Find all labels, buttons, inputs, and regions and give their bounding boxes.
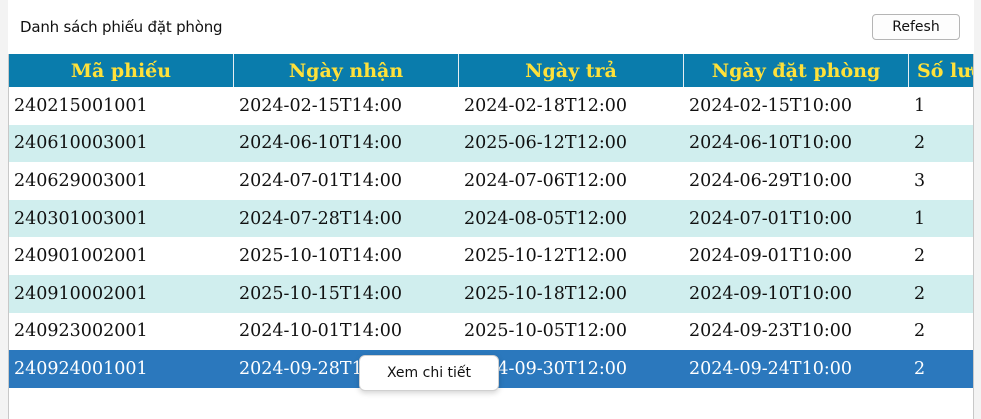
refresh-button[interactable]: Refesh: [872, 14, 960, 40]
booking-list-window: Danh sách phiếu đặt phòng Refesh Mã phiế…: [8, 0, 974, 419]
cell-ngay-dat-phong: 2024-06-29T10:00: [689, 170, 853, 191]
cell-ngay-dat-phong: 2024-09-23T10:00: [689, 321, 853, 342]
cell-ngay-tra: 2025-10-12T12:00: [464, 246, 628, 267]
cell-ngay-nhan: 2025-10-10T14:00: [239, 246, 403, 267]
cell-ngay-dat-phong: 2024-09-01T10:00: [689, 246, 853, 267]
cell-ngay-tra: 2024-08-05T12:00: [464, 208, 628, 229]
context-menu-view-details[interactable]: Xem chi tiết: [359, 355, 499, 391]
table-row[interactable]: 240215001001 2024-02-15T14:00 2024-02-18…: [9, 87, 973, 125]
cell-ngay-nhan: 2024-02-15T14:00: [239, 95, 403, 116]
cell-ma-phieu: 240910002001: [14, 283, 148, 304]
cell-ngay-tra: 2024-02-18T12:00: [464, 95, 628, 116]
column-header-ma-phieu[interactable]: Mã phiếu: [9, 54, 234, 87]
cell-so-luong: 2: [914, 321, 926, 342]
cell-ngay-dat-phong: 2024-07-01T10:00: [689, 208, 853, 229]
cell-ngay-tra: 2025-06-12T12:00: [464, 133, 628, 154]
cell-ngay-tra: 2025-10-05T12:00: [464, 321, 628, 342]
column-header-ngay-tra[interactable]: Ngày trả: [459, 54, 684, 87]
table-row[interactable]: 240910002001 2025-10-15T14:00 2025-10-18…: [9, 274, 973, 313]
cell-ngay-nhan: 2024-06-10T14:00: [239, 133, 403, 154]
cell-ma-phieu: 240901002001: [14, 246, 148, 267]
cell-so-luong: 2: [914, 133, 926, 154]
cell-ma-phieu: 240301003001: [14, 208, 148, 229]
cell-ngay-tra: 2024-07-06T12:00: [464, 170, 628, 191]
cell-ngay-dat-phong: 2024-09-10T10:00: [689, 283, 853, 304]
cell-ma-phieu: 240629003001: [14, 170, 148, 191]
column-header-ngay-dat-phong[interactable]: Ngày đặt phòng: [684, 54, 909, 87]
page-title: Danh sách phiếu đặt phòng: [20, 18, 223, 36]
cell-ngay-nhan: 2024-07-01T14:00: [239, 170, 403, 191]
table-body: 240215001001 2024-02-15T14:00 2024-02-18…: [9, 87, 973, 388]
table-row[interactable]: 240610003001 2024-06-10T14:00 2025-06-12…: [9, 124, 973, 163]
table-row[interactable]: 240629003001 2024-07-01T14:00 2024-07-06…: [9, 162, 973, 200]
cell-ngay-dat-phong: 2024-06-10T10:00: [689, 133, 853, 154]
column-header-ngay-nhan[interactable]: Ngày nhận: [234, 54, 459, 87]
cell-ngay-nhan: 2025-10-15T14:00: [239, 283, 403, 304]
cell-ngay-tra: 2025-10-18T12:00: [464, 283, 628, 304]
cell-so-luong: 2: [914, 246, 926, 267]
cell-ngay-dat-phong: 2024-09-24T10:00: [689, 358, 853, 379]
table-row[interactable]: 240923002001 2024-10-01T14:00 2025-10-05…: [9, 312, 973, 351]
cell-so-luong: 2: [914, 358, 926, 379]
cell-ngay-tra: 2024-09-30T12:00: [464, 358, 628, 379]
table-row[interactable]: 240901002001 2025-10-10T14:00 2025-10-12…: [9, 237, 973, 275]
cell-ma-phieu: 240610003001: [14, 133, 148, 154]
cell-so-luong: 1: [914, 95, 926, 116]
table-header: Mã phiếu Ngày nhận Ngày trả Ngày đặt phò…: [9, 54, 973, 87]
cell-ngay-dat-phong: 2024-02-15T10:00: [689, 95, 853, 116]
booking-table[interactable]: Mã phiếu Ngày nhận Ngày trả Ngày đặt phò…: [8, 54, 974, 419]
cell-ma-phieu: 240215001001: [14, 95, 148, 116]
cell-so-luong: 2: [914, 283, 926, 304]
cell-ma-phieu: 240923002001: [14, 321, 148, 342]
cell-ngay-nhan: 2024-10-01T14:00: [239, 321, 403, 342]
cell-so-luong: 3: [914, 170, 926, 191]
cell-ma-phieu: 240924001001: [14, 358, 148, 379]
column-header-so-luong[interactable]: Số lượ: [909, 54, 973, 87]
table-row[interactable]: 240301003001 2024-07-28T14:00 2024-08-05…: [9, 199, 973, 238]
cell-so-luong: 1: [914, 208, 926, 229]
cell-ngay-nhan: 2024-07-28T14:00: [239, 208, 403, 229]
